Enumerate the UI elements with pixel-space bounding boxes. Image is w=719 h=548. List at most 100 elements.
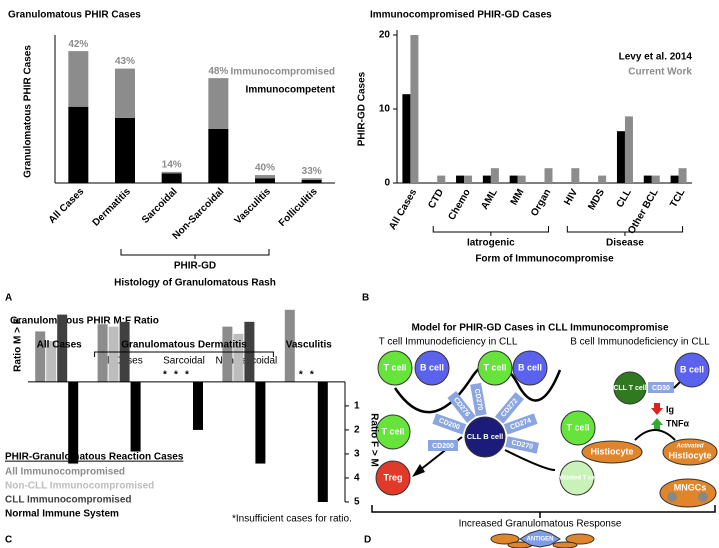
- bar: [643, 175, 652, 183]
- bar-segment: [208, 128, 229, 183]
- antigen: [519, 529, 561, 548]
- bar: [437, 175, 446, 183]
- receptor-label: CD270: [473, 388, 484, 411]
- bar: [68, 381, 79, 464]
- receptor: [428, 440, 458, 451]
- x-tick-label: MDS: [586, 187, 607, 212]
- up-arrow: [651, 418, 663, 431]
- x-tick-label: AML: [479, 187, 499, 211]
- x-tick-label: HIV: [562, 187, 580, 207]
- x-tick-label: MM: [509, 187, 527, 207]
- node-label: Activated: [675, 444, 703, 450]
- node-label: Histiocyte: [668, 450, 711, 460]
- cell: [375, 414, 411, 450]
- legend-entry: Immunocompromised: [231, 67, 335, 78]
- bar: [284, 309, 295, 382]
- percent-label: 14%: [162, 160, 182, 171]
- bar: [193, 381, 203, 430]
- bracket: [94, 351, 274, 357]
- panel-label: C: [5, 535, 12, 546]
- antigen-label: ANTIGEN: [527, 537, 554, 543]
- x-tick-label: CLL: [615, 187, 634, 209]
- receptor: [503, 413, 538, 435]
- x-tick-label: Chemo: [446, 187, 472, 222]
- bar: [35, 331, 46, 382]
- bar-segment: [255, 178, 275, 183]
- node-label: CLL T cell: [613, 385, 646, 392]
- y-tick-label: 20: [379, 30, 391, 41]
- bar: [46, 341, 57, 382]
- cell: [464, 416, 506, 458]
- legend-entry: Current Work: [628, 67, 692, 78]
- diagram-title: Model for PHIR-GD Cases in CLL Immunocom…: [411, 323, 669, 334]
- percent-label: 48%: [208, 66, 228, 77]
- receptor-label: CD30: [652, 385, 670, 392]
- bar: [544, 168, 553, 183]
- bar-segment: [161, 171, 182, 174]
- y-axis-label: Ratio F > M: [368, 413, 379, 467]
- cell: [512, 350, 548, 386]
- cell: [559, 460, 595, 496]
- bracket: [432, 226, 549, 236]
- response-label: Increased Granulomatous Response: [459, 519, 622, 530]
- receptor: [648, 382, 674, 393]
- legend-entry: All Immunocompromised: [5, 467, 125, 478]
- bar-segment: [161, 173, 182, 183]
- bar-segment: [68, 106, 89, 183]
- insufficient-marker: *: [174, 370, 178, 381]
- x-axis-label: Histology of Granulomatous Rash: [114, 278, 276, 289]
- label: Ig: [666, 404, 674, 414]
- x-tick-label: Dermatitis: [91, 186, 134, 229]
- node-label: CLL B cell: [467, 432, 504, 441]
- bracket: [566, 226, 684, 236]
- x-tick-label: Folliculitis: [277, 186, 320, 229]
- receptor: [470, 382, 487, 417]
- percent-label: 42%: [68, 39, 88, 50]
- chart-title: Granulomatous PHIR M:F Ratio: [10, 316, 159, 327]
- y-tick-label: 5: [354, 497, 360, 508]
- group-label: Granulomatous Dermatitis: [121, 340, 247, 351]
- bar: [97, 324, 108, 382]
- group-label: Vasculitis: [286, 340, 333, 351]
- x-tick-label: Organ: [529, 187, 553, 218]
- x-tick-label: CTD: [426, 187, 446, 210]
- group-label: PHIR-GD: [174, 261, 216, 272]
- y-tick-label: 2: [354, 425, 360, 436]
- node-label: T cell: [383, 362, 406, 372]
- bar: [670, 175, 679, 183]
- x-tick-label: Sarcoidal: [140, 186, 180, 226]
- node-label: T cell: [566, 422, 589, 432]
- y-axis-label: PHIR-GD Cases: [357, 71, 368, 146]
- x-tick-label: Vasculitis: [233, 186, 274, 227]
- bar: [624, 116, 633, 183]
- cell: [674, 352, 710, 388]
- cell: [565, 533, 595, 545]
- insufficient-marker: *: [163, 370, 167, 381]
- histiocyte: [581, 440, 643, 464]
- node-label: Treg: [383, 472, 402, 482]
- bar: [651, 175, 660, 183]
- legend-entry: Levy et al. 2014: [619, 52, 693, 63]
- bar-segment: [301, 179, 322, 183]
- arrowhead: [412, 464, 425, 477]
- y-tick-label: 1: [354, 401, 360, 412]
- bar: [482, 175, 491, 183]
- y-tick-label: 10: [379, 104, 391, 115]
- x-axis-label: Form of Immunocompromise: [475, 254, 614, 265]
- receptor: [494, 392, 524, 424]
- y-axis-label: Granulomatous PHIR Cases: [23, 45, 34, 178]
- node-label: T cell: [483, 362, 506, 372]
- subtitle: T cell Immunodeficiency in CLL: [379, 337, 518, 348]
- cell: [552, 541, 578, 548]
- cell: [377, 350, 413, 386]
- cell: [560, 410, 596, 446]
- receptor: [447, 391, 476, 424]
- y-tick-label: 0: [384, 178, 390, 189]
- percent-label: 43%: [115, 56, 135, 67]
- cell: [613, 371, 647, 405]
- x-tick-label: TCL: [668, 187, 687, 209]
- legend-entry: Immunocompetent: [246, 85, 336, 96]
- bar: [317, 381, 328, 502]
- histiocyte: [662, 438, 718, 466]
- bar: [402, 94, 411, 183]
